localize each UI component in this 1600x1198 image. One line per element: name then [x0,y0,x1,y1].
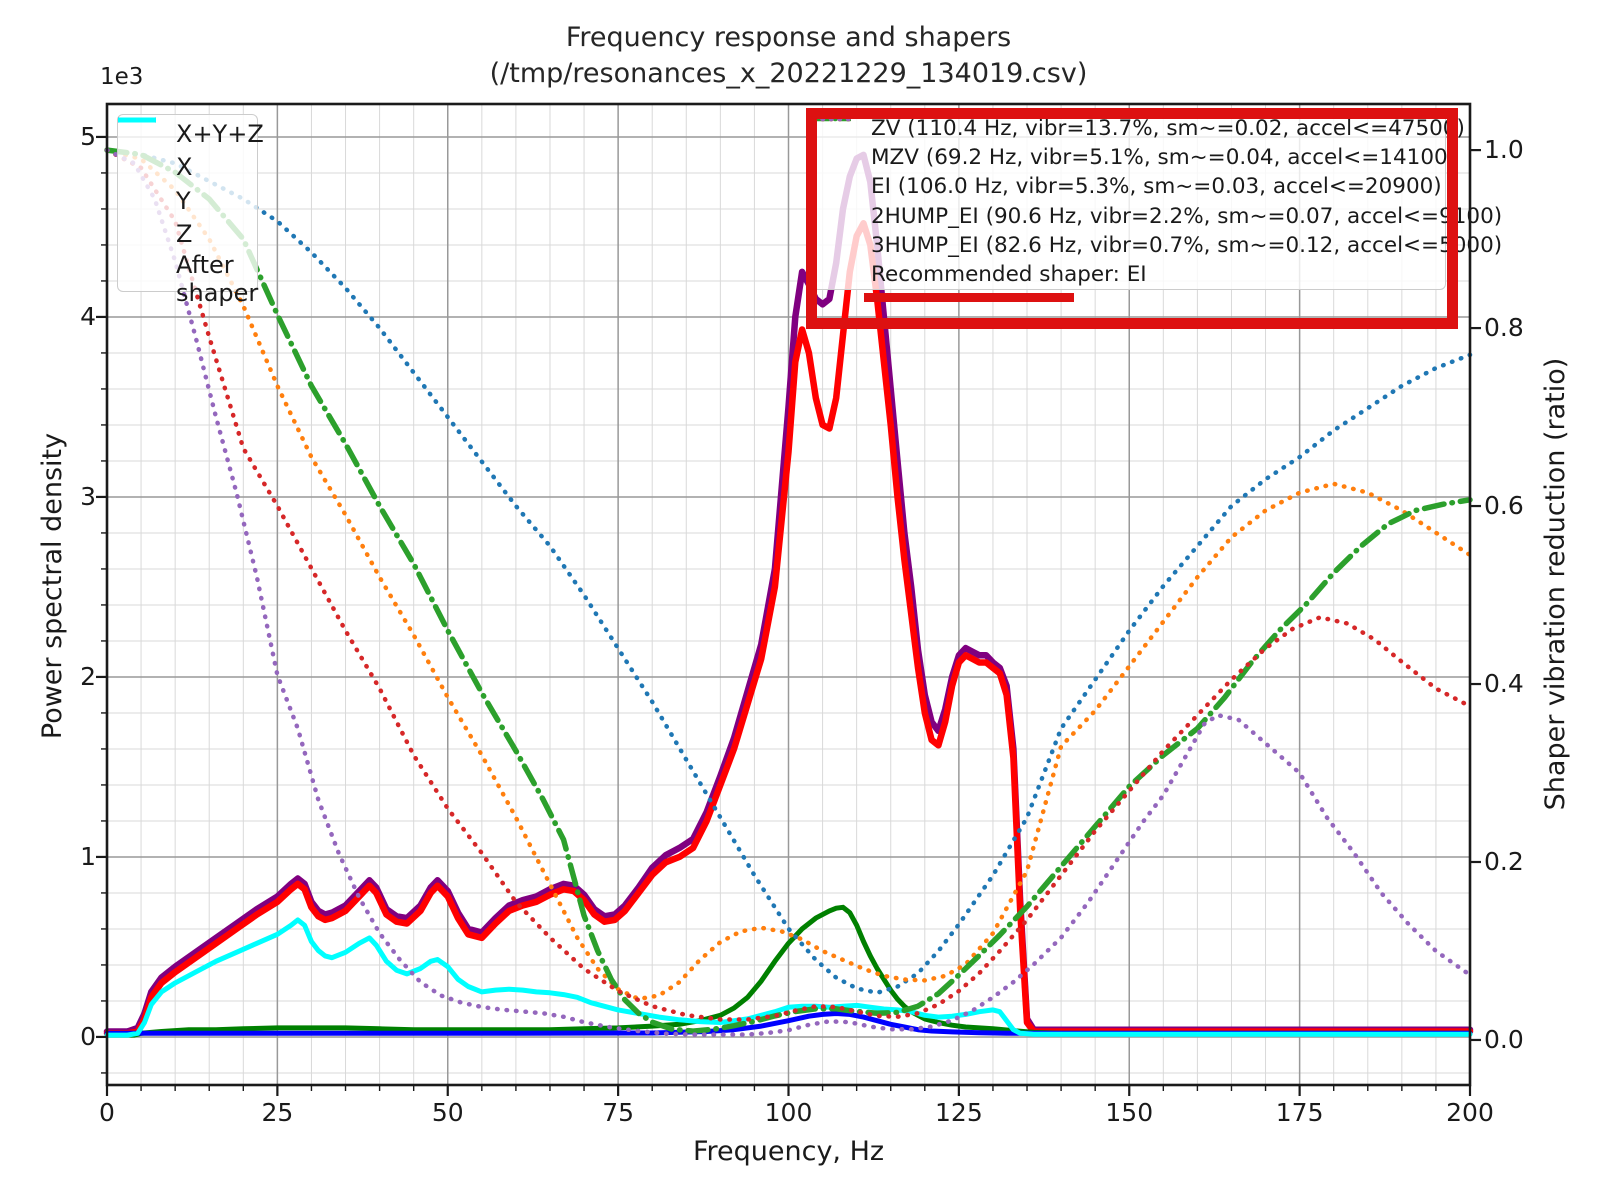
shaper-legend-entry: Recommended shaper: EI [821,260,1437,289]
x-axis-label: Frequency, Hz [692,1136,885,1167]
curve-psd-after-shaper [104,917,1473,1038]
shaper-legend-entry: 3HUMP_EI (82.6 Hz, vibr=0.7%, sm~=0.12, … [813,116,1502,260]
y-tick-label-right: 1.0 [1484,135,1524,165]
y-axis-offset-text: 1e3 [100,64,144,90]
y-tick-label-left: 3 [80,481,96,511]
y-tick-label-right: 0.2 [1484,846,1524,876]
x-tick-label: 75 [602,1098,635,1127]
x-tick-label: 100 [764,1098,813,1127]
legend-label: MZV (69.2 Hz, vibr=5.1%, sm~=0.04, accel… [871,145,1457,171]
legend-line-sample-icon [813,116,851,122]
x-tick-label: 200 [1446,1098,1494,1127]
legend-label: X+Y+Z [176,119,264,148]
y-tick-label-left: 4 [80,301,96,331]
legend-line-sample-icon [813,116,851,122]
legend-label: 2HUMP_EI (90.6 Hz, vibr=2.2%, sm~=0.07, … [871,203,1503,229]
legend-line-sample-icon [118,117,156,123]
x-tick-label: 0 [99,1098,115,1127]
x-tick-label: 150 [1105,1098,1154,1127]
chart-title-line1: Frequency response and shapers [565,22,1012,53]
chart-title: Frequency response and shapers (/tmp/res… [107,20,1470,92]
y-tick-label-right: 0.6 [1484,491,1524,521]
chart-title-line2: (/tmp/resonances_x_20221229_134019.csv) [489,58,1088,89]
legend-label: Y [176,186,191,215]
psd-legend-entry: X [118,117,249,185]
curve-psd-z [104,1011,1473,1036]
y-tick-label-left: 5 [80,121,96,151]
curve-shaper-mzv [104,147,1473,1002]
psd-legend-entry: After shaper [118,117,258,307]
x-tick-label: 25 [261,1098,294,1127]
y-tick-label-right: 0.0 [1484,1024,1524,1054]
y-tick-label-left: 1 [80,841,96,871]
legend-label: 3HUMP_EI (82.6 Hz, vibr=0.7%, sm~=0.12, … [871,232,1503,258]
curve-shaper-zv [104,147,1473,996]
shaper-legend-entry: 2HUMP_EI (90.6 Hz, vibr=2.2%, sm~=0.07, … [813,116,1502,231]
y-tick-label-right: 0.8 [1484,313,1524,343]
legend-label: Recommended shaper: EI [871,262,1147,288]
psd-legend-entry: Y [118,117,249,218]
psd-legend-entry: Z [118,117,249,252]
x-tick-label: 175 [1275,1098,1324,1127]
shaper-legend-entry: MZV (69.2 Hz, vibr=5.1%, sm~=0.04, accel… [813,116,1456,172]
shaper-legend-entry: EI (106.0 Hz, vibr=5.3%, sm~=0.03, accel… [813,116,1442,201]
legend-label: ZV (110.4 Hz, vibr=13.7%, sm~=0.02, acce… [871,116,1465,142]
shaper-legend: ZV (110.4 Hz, vibr=13.7%, sm~=0.02, acce… [812,113,1502,290]
legend-label: After shaper [176,251,259,307]
legend-label: EI (106.0 Hz, vibr=5.3%, sm~=0.03, accel… [871,174,1442,200]
psd-legend: X+Y+Z X Y Z After shaper [117,114,264,307]
x-tick-label: 125 [935,1098,983,1127]
x-tick-label: 50 [431,1098,464,1127]
red-highlight-box [806,108,1458,329]
legend-label: Z [176,220,193,249]
y-tick-label-left: 0 [80,1021,96,1051]
curve-shaper-3hump-ei [104,147,1473,1037]
curve-psd-x [103,220,1474,1037]
legend-label: X [176,153,193,182]
red-underline-annotation [864,293,1074,302]
y-tick-label-left: 2 [80,661,96,691]
y-tick-label-right: 0.4 [1484,669,1524,699]
